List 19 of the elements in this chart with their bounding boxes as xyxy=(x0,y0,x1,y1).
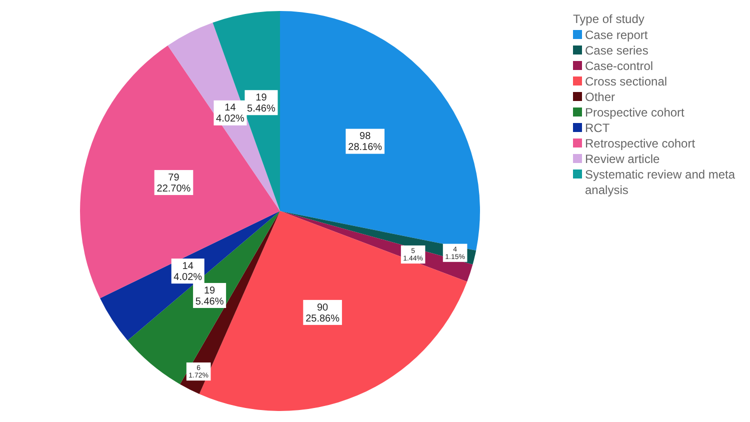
legend-label: Systematic review and meta analysis xyxy=(585,168,736,197)
data-label: 14 4.02% xyxy=(216,102,245,125)
legend-label: Cross sectional xyxy=(585,74,668,88)
data-label: 98 28.16% xyxy=(348,131,382,154)
data-label: 79 22.70% xyxy=(156,172,191,194)
legend-label: Case-control xyxy=(585,59,654,73)
pie-slice xyxy=(80,45,280,298)
legend-label: Case series xyxy=(585,44,648,58)
legend-label: Case report xyxy=(585,28,648,42)
legend-label: Retrospective cohort xyxy=(585,136,696,150)
legend-label: Other xyxy=(585,90,616,104)
legend-label: Prospective cohort xyxy=(585,106,686,120)
legend-label: Review article xyxy=(585,152,660,166)
legend-title: Type of study xyxy=(573,12,644,26)
data-label: 19 5.46% xyxy=(247,92,276,114)
data-label: 14 4.02% xyxy=(174,260,202,283)
data-label: 19 5.46% xyxy=(195,285,224,308)
legend-label: RCT xyxy=(585,121,610,135)
data-label: 90 25.86% xyxy=(306,302,340,324)
